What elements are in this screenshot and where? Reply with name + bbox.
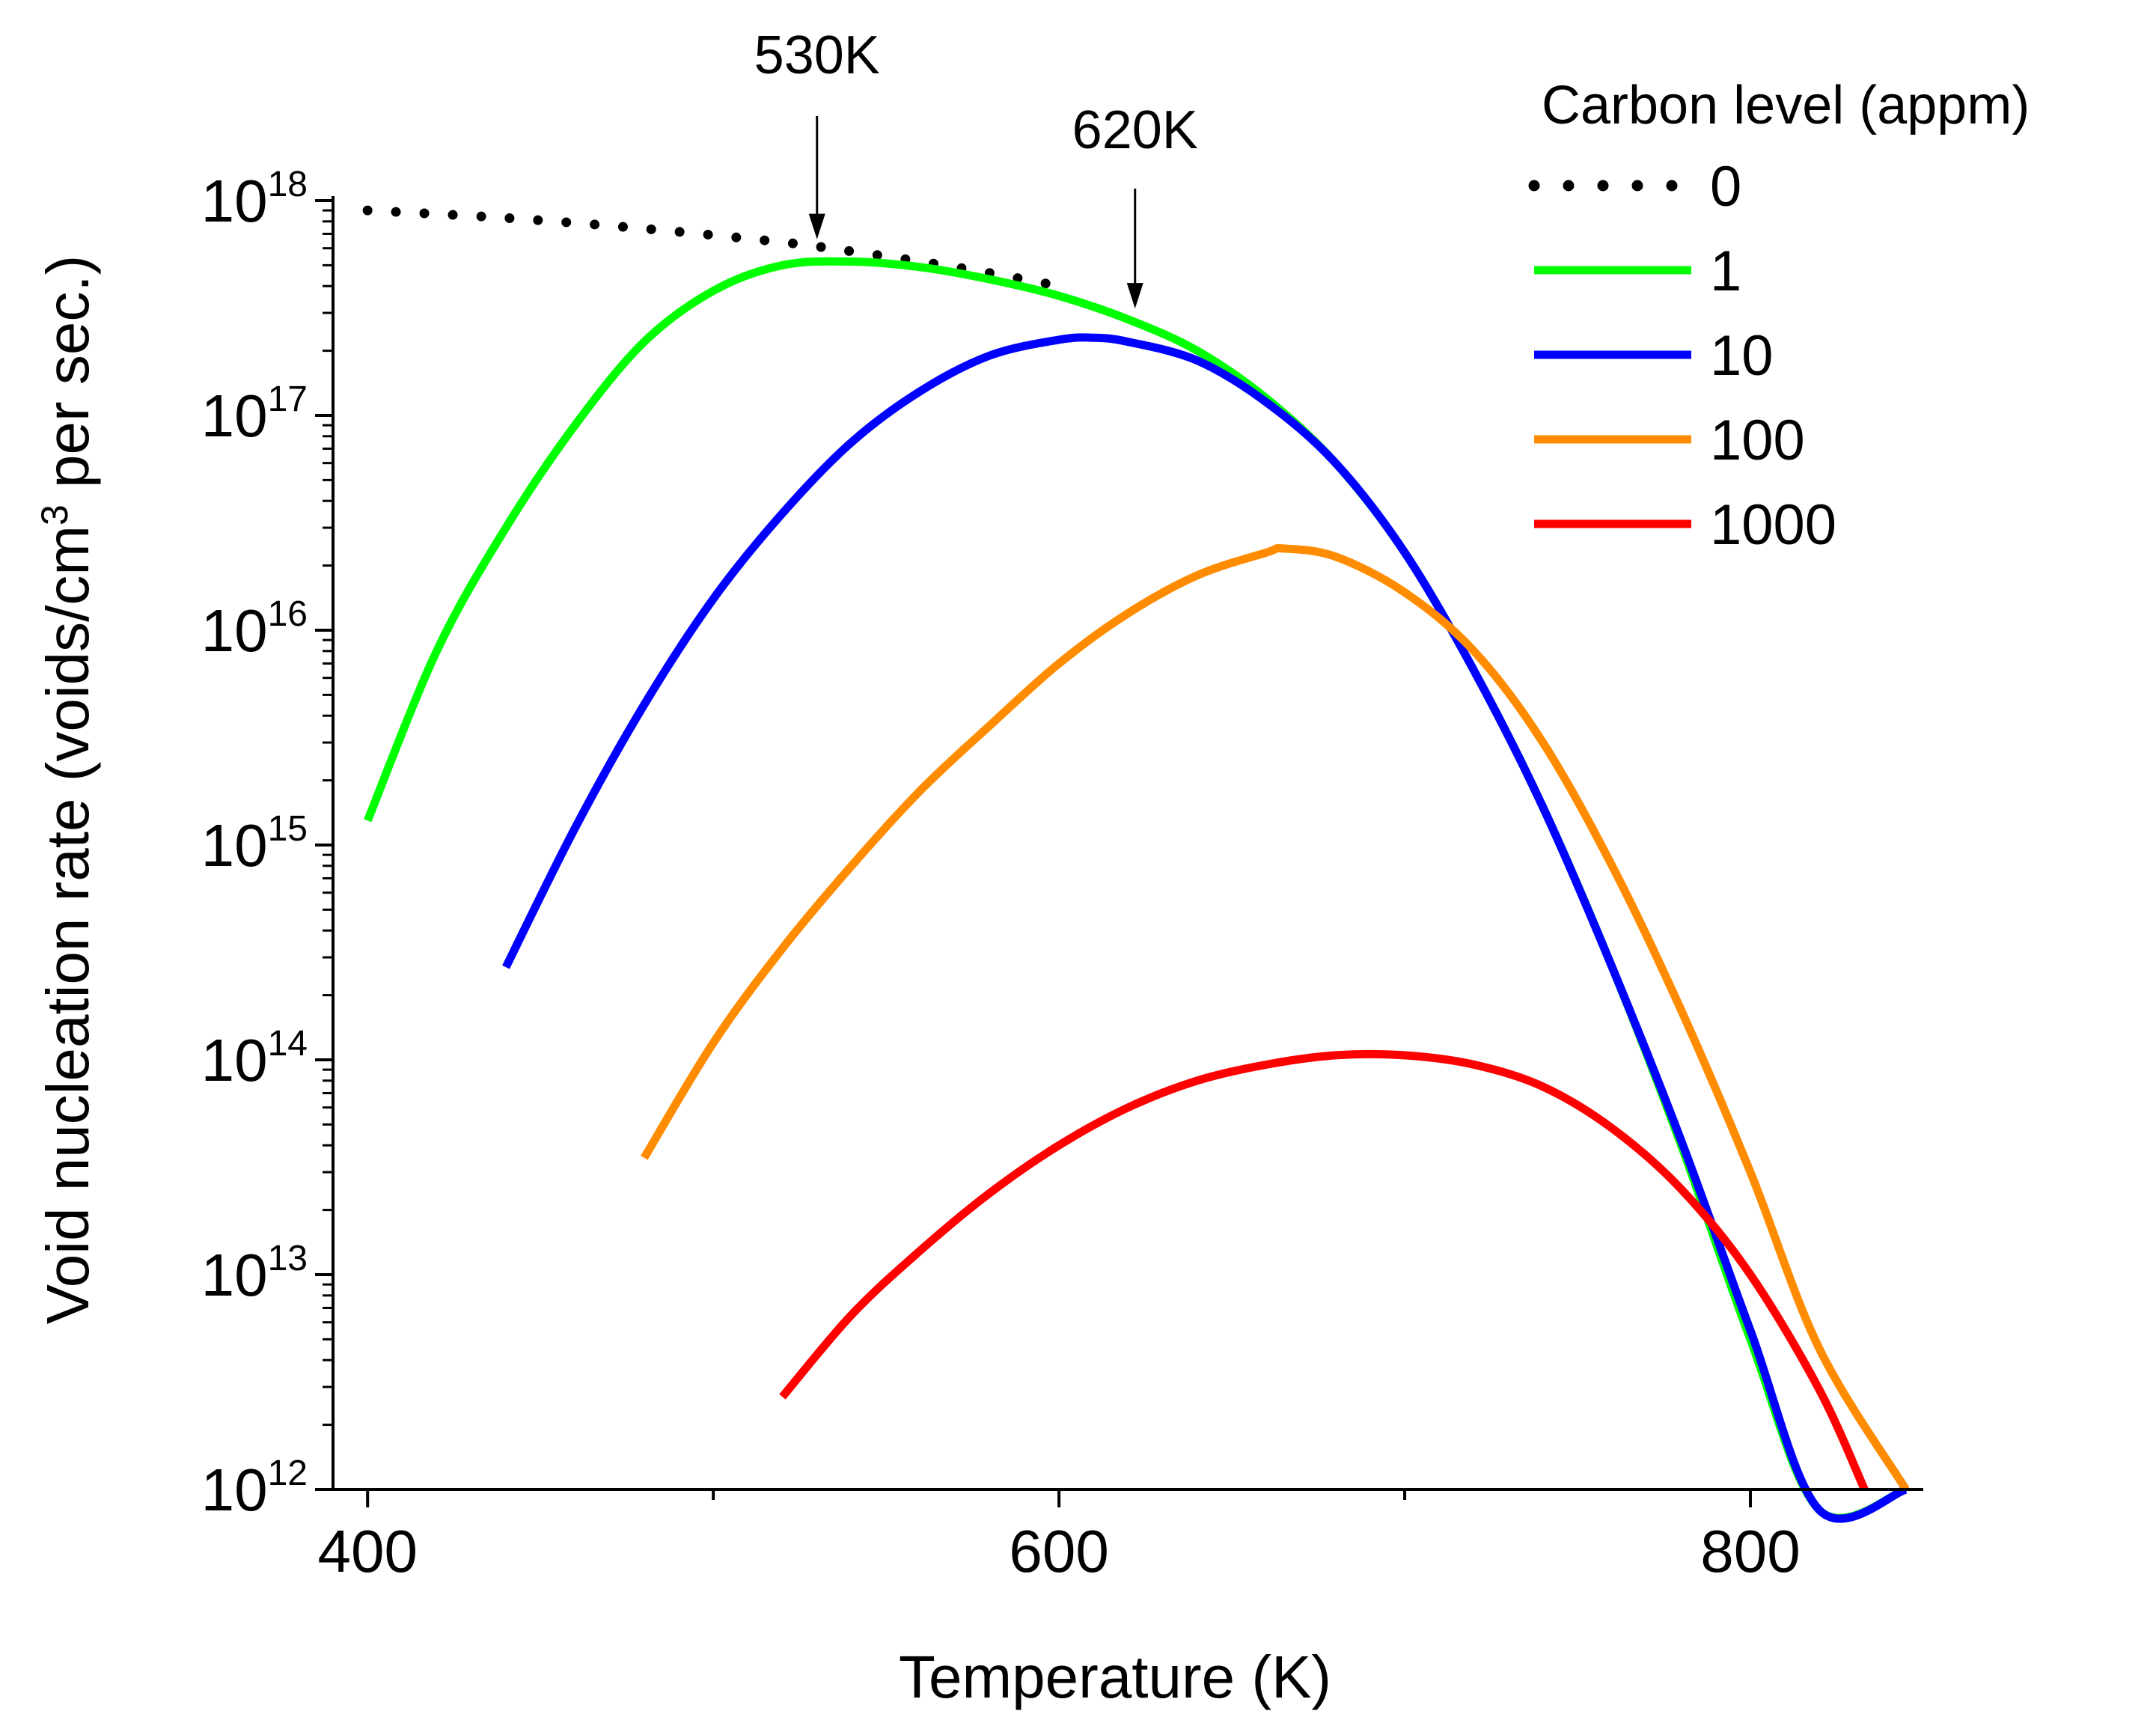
y-tick-label: 1014 — [201, 1024, 308, 1094]
y-axis-title-sup: 3 — [34, 504, 76, 525]
annotations: 530K 620K — [754, 25, 1198, 309]
y-tick-base: 10 — [201, 812, 268, 879]
legend-label-1: 1 — [1710, 240, 1741, 303]
y-tick-base: 10 — [201, 1027, 268, 1094]
y-tick-label: 1018 — [201, 165, 308, 234]
legend-label-0: 0 — [1710, 155, 1741, 219]
y-tick-label: 1012 — [201, 1454, 308, 1523]
y-tick-base: 10 — [201, 1457, 268, 1523]
y-tick-label: 1013 — [201, 1239, 308, 1308]
y-tick-exp: 17 — [268, 379, 308, 419]
y-minor-ticks — [323, 209, 333, 1427]
series-line-1 — [364, 257, 1908, 1522]
annotation-arrow-head — [808, 213, 825, 240]
y-tick-base: 10 — [201, 597, 268, 664]
x-tick-label: 600 — [1009, 1518, 1108, 1585]
y-tick-base: 10 — [201, 1242, 268, 1308]
y-tick-exp: 16 — [268, 594, 308, 634]
y-tick-exp: 15 — [268, 809, 308, 849]
x-ticks: 400 600 800 — [317, 1489, 1801, 1585]
y-tick-exp: 18 — [268, 165, 308, 204]
y-tick-base: 10 — [201, 168, 268, 234]
legend-label-100: 100 — [1710, 409, 1805, 472]
y-tick-exp: 13 — [268, 1239, 308, 1278]
y-tick-exp: 12 — [268, 1454, 308, 1493]
y-tick-base: 10 — [201, 382, 268, 449]
legend-items: 0 1 10 100 1000 — [1528, 155, 1836, 557]
legend-label-10: 10 — [1710, 324, 1774, 388]
y-axis-title: Void nucleation rate (voids/cm3 per sec.… — [34, 255, 101, 1324]
legend: Carbon level (appm) 0 1 10 100 1000 — [1528, 76, 2030, 557]
legend-title: Carbon level (appm) — [1542, 76, 2030, 135]
series-line-1000 — [779, 1049, 1869, 1492]
legend-label-1000: 1000 — [1710, 493, 1836, 557]
y-tick-label: 1016 — [201, 594, 308, 664]
series-layer — [362, 205, 1910, 1523]
annotation-arrow-head — [1126, 283, 1143, 309]
series-line-0 — [362, 205, 1064, 291]
y-tick-exp: 14 — [268, 1024, 308, 1064]
series-line-10 — [502, 333, 1908, 1523]
annotation-label: 620K — [1072, 100, 1198, 160]
y-axis-title-pre: Void nucleation rate (voids/cm — [34, 525, 101, 1324]
annotation-label: 530K — [754, 25, 880, 85]
x-axis-title: Temperature (K) — [899, 1644, 1331, 1710]
y-tick-label: 1017 — [201, 379, 308, 449]
x-tick-label: 800 — [1700, 1518, 1800, 1585]
y-axis-title-post: per sec.) — [34, 255, 101, 504]
y-tick-label: 1015 — [201, 809, 308, 879]
x-tick-label: 400 — [317, 1518, 417, 1585]
series-line-100 — [641, 544, 1910, 1492]
